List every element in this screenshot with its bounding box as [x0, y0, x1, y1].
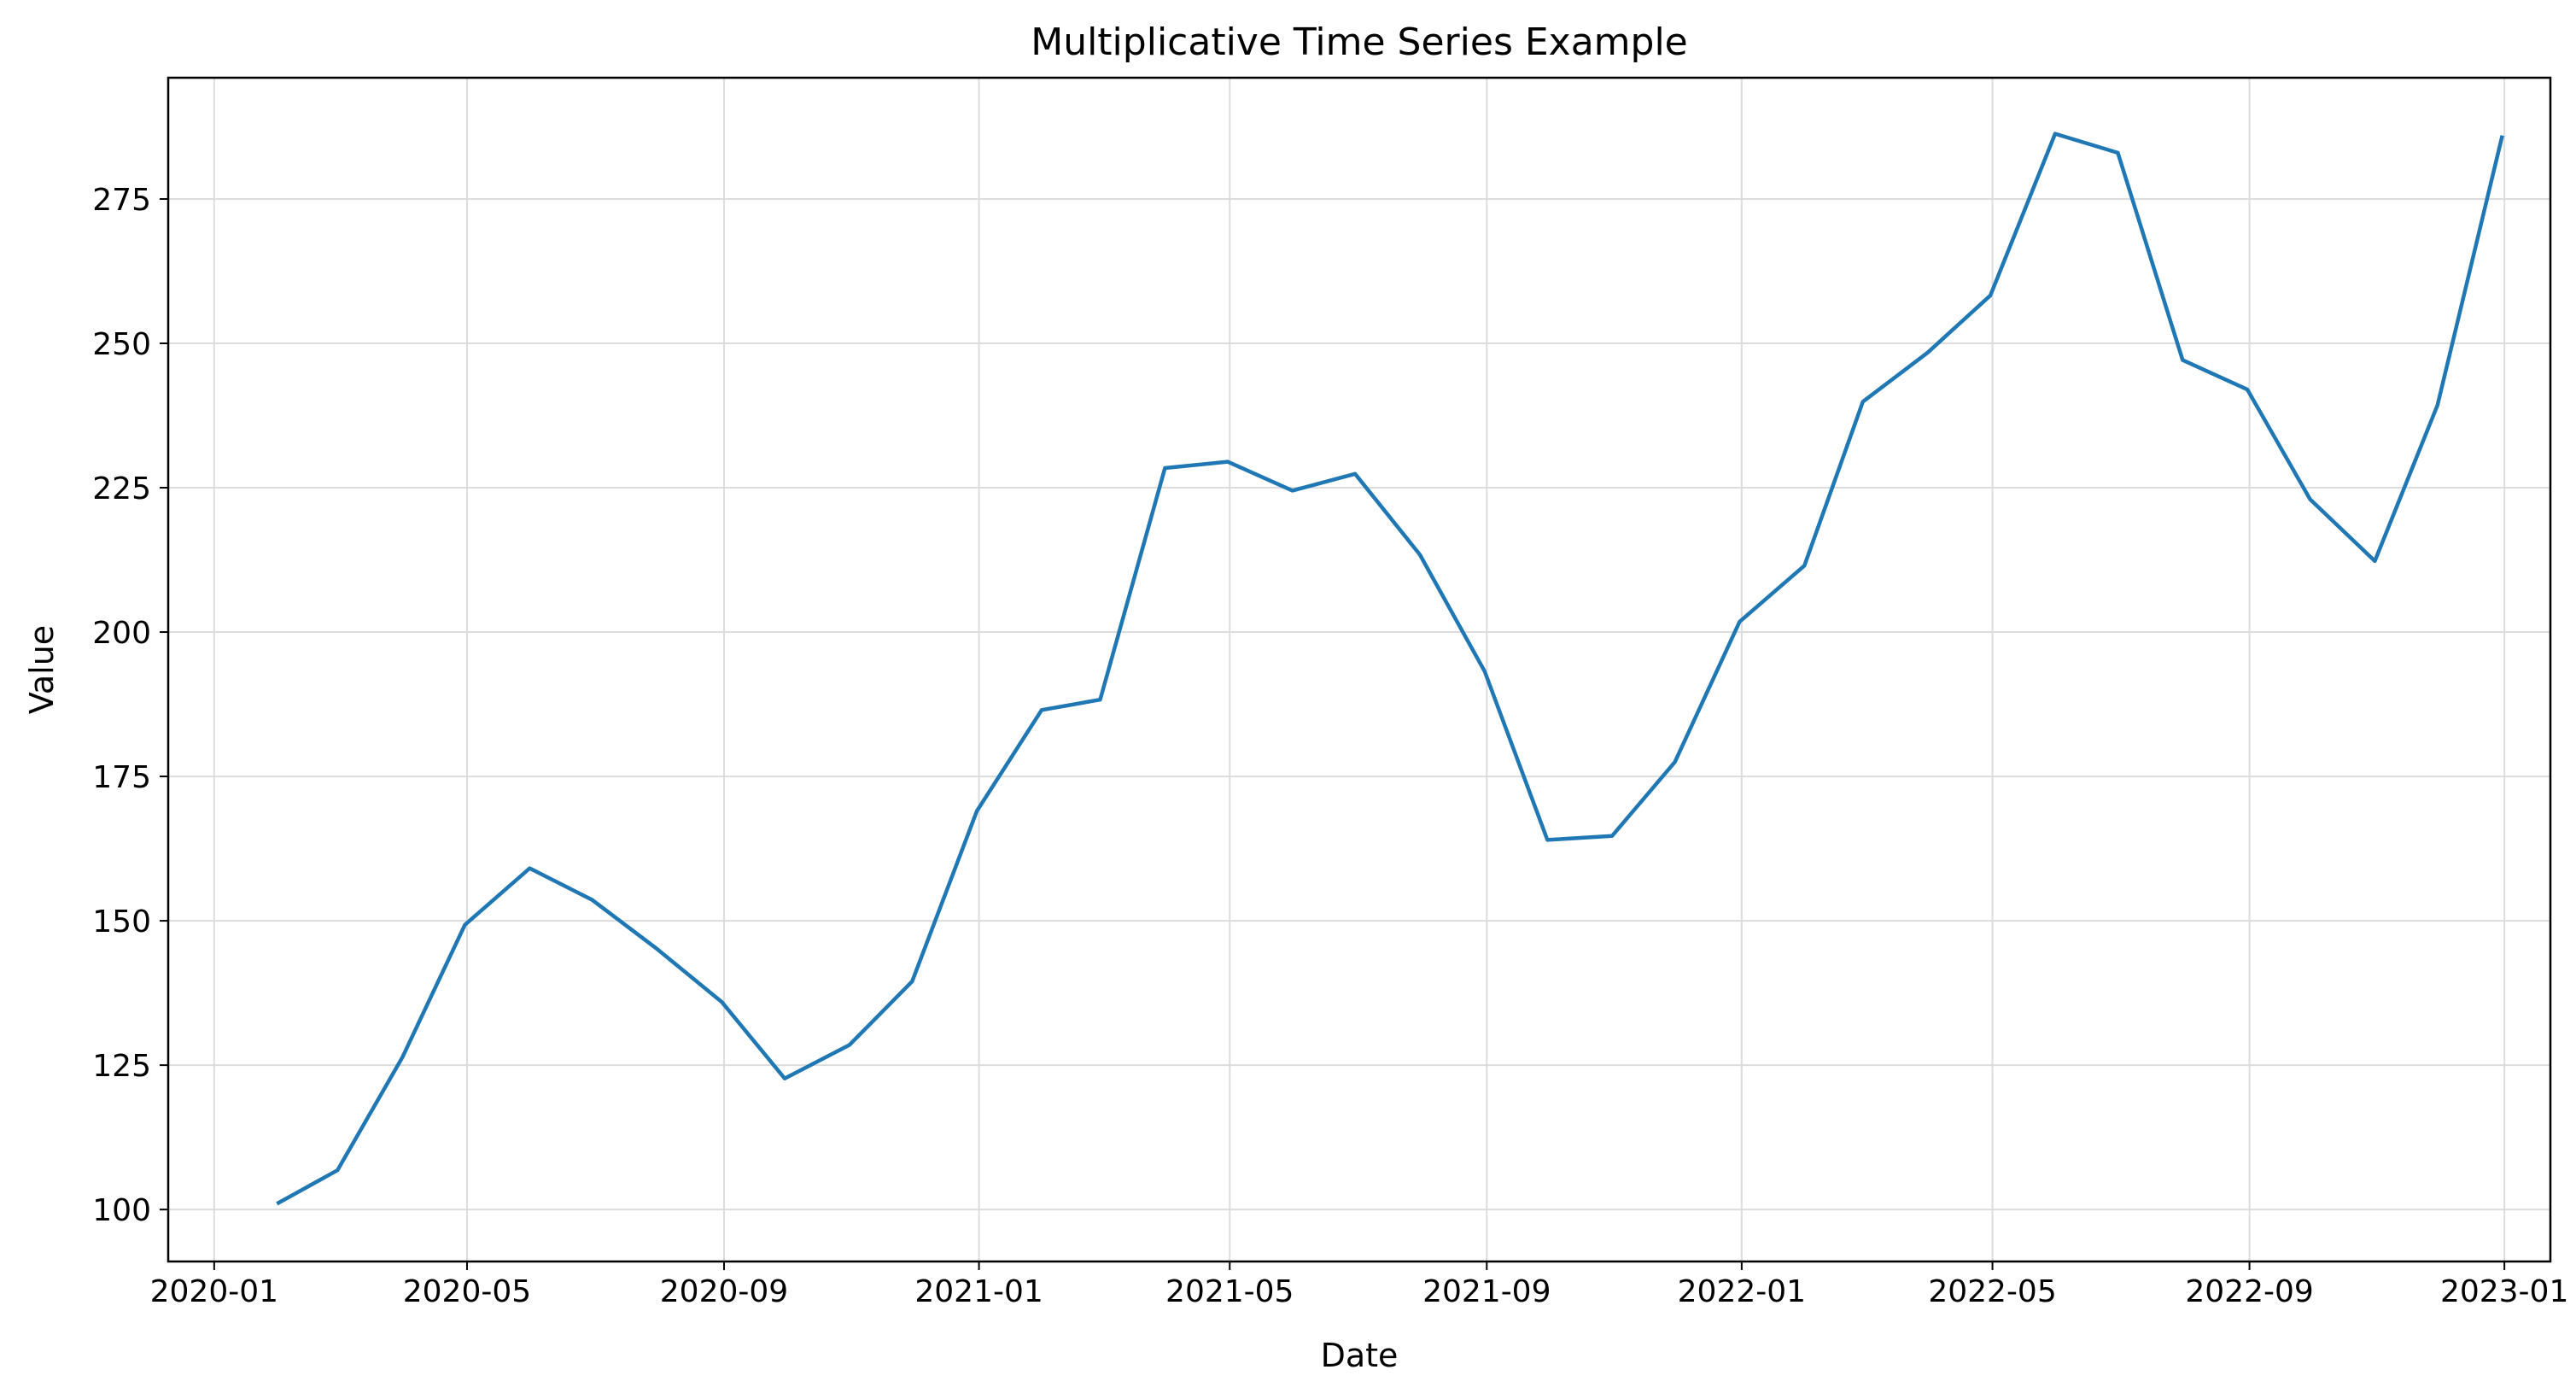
- y-tick-label: 100: [92, 1193, 151, 1228]
- data-point: [721, 1001, 723, 1004]
- series-line: [276, 132, 2504, 1206]
- data-point: [911, 980, 914, 983]
- data-point: [1041, 709, 1043, 711]
- data-point: [2501, 134, 2503, 137]
- x-tick-label: 2020-01: [150, 1274, 278, 1309]
- y-tick-label: 275: [92, 183, 151, 218]
- x-tick-label: 2021-05: [1165, 1274, 1294, 1309]
- data-point: [529, 867, 531, 869]
- data-point: [783, 1077, 786, 1080]
- data-point: [2053, 132, 2056, 135]
- y-axis-label: Value: [23, 625, 61, 714]
- data-point: [591, 899, 593, 901]
- x-tick-label: 2022-01: [1678, 1274, 1806, 1309]
- data-point: [1926, 351, 1929, 354]
- data-point: [2309, 498, 2311, 500]
- data-point: [1861, 401, 1864, 403]
- data-point: [2182, 359, 2184, 361]
- data-point: [976, 810, 978, 812]
- data-point: [2117, 151, 2119, 154]
- data-point: [1674, 761, 1676, 764]
- data-point: [2374, 559, 2376, 562]
- data-point: [656, 948, 658, 951]
- y-tick-label: 125: [92, 1049, 151, 1084]
- data-point: [1099, 699, 1101, 701]
- data-point: [336, 1169, 339, 1172]
- x-tick-label: 2021-01: [914, 1274, 1043, 1309]
- x-tick-label: 2021-09: [1422, 1274, 1551, 1309]
- y-tick-label: 150: [92, 904, 151, 939]
- data-point: [1611, 834, 1614, 837]
- x-tick-label: 2020-05: [403, 1274, 531, 1309]
- data-point: [1164, 467, 1166, 470]
- data-point: [2436, 404, 2439, 407]
- data-point: [401, 1057, 404, 1059]
- chart-title: Multiplicative Time Series Example: [1031, 20, 1688, 64]
- x-tick-label: 2020-09: [660, 1274, 788, 1309]
- y-tick-label: 225: [92, 471, 151, 506]
- y-tick-label: 250: [92, 327, 151, 362]
- y-tick-label: 200: [92, 616, 151, 651]
- data-point: [276, 1203, 278, 1205]
- data-point: [1291, 489, 1294, 492]
- x-axis-label: Date: [1321, 1337, 1399, 1374]
- data-point: [1483, 670, 1486, 673]
- data-point: [1989, 294, 1992, 296]
- x-tick-label: 2022-05: [1928, 1274, 2056, 1309]
- grid: [168, 78, 2550, 1261]
- data-point: [1354, 472, 1357, 475]
- x-tick-label: 2023-01: [2440, 1274, 2568, 1309]
- data-point: [2246, 389, 2249, 391]
- data-point: [1803, 565, 1806, 567]
- y-tick-label: 175: [92, 760, 151, 795]
- series-layer: [276, 132, 2504, 1206]
- plot-area-frame: [166, 76, 2552, 1263]
- data-point: [1418, 553, 1421, 556]
- x-tick-label: 2022-09: [2185, 1274, 2313, 1309]
- data-point: [464, 923, 466, 926]
- data-point: [1738, 620, 1741, 623]
- data-point: [1546, 839, 1549, 841]
- axis-ticks: 2020-01 2020-05 2020-09 2021-01 2021-05 2021-…: [92, 183, 2568, 1309]
- data-point: [1226, 460, 1229, 463]
- data-point: [848, 1044, 850, 1046]
